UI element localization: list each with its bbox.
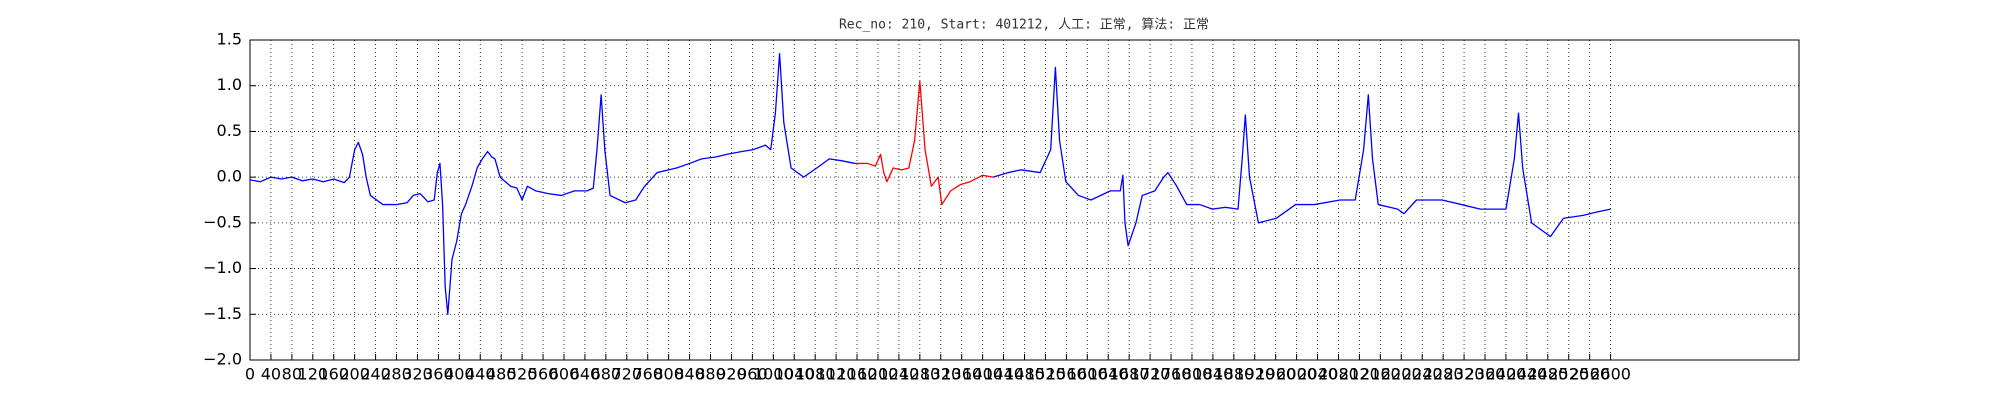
x-tick-label: 2000 [1276,365,1317,384]
x-tick-label: 560 [528,365,559,384]
x-tick-label: 800 [653,365,684,384]
x-tick-label: 2040 [1297,365,1338,384]
x-tick-label: 1800 [1172,365,1213,384]
x-tick-label: 2600 [1590,365,1631,384]
x-tick-label: 280 [381,365,412,384]
x-tick-label: 920 [716,365,747,384]
x-tick-label: 1960 [1255,365,1296,384]
x-tick-label: 320 [402,365,433,384]
x-tick-label: 880 [695,365,726,384]
x-tick-label: 840 [674,365,705,384]
x-tick-label: 160 [318,365,349,384]
x-tick-label: 1880 [1213,365,1254,384]
x-tick-label: 2360 [1465,365,1506,384]
x-tick-label: 1200 [858,365,899,384]
x-tick-label: 1280 [899,365,940,384]
x-tick-label: 1400 [962,365,1003,384]
x-tick-label: 1240 [879,365,920,384]
x-tick-label: 2280 [1423,365,1464,384]
x-tick-label: 1840 [1193,365,1234,384]
x-tick-label: 1640 [1088,365,1129,384]
x-tick-label: 2160 [1360,365,1401,384]
y-tick-label: −2.0 [203,350,242,369]
x-tick-label: 1520 [1025,365,1066,384]
x-tick-label: 1040 [774,365,815,384]
x-tick-label: 1920 [1234,365,1275,384]
y-tick-label: −1.5 [203,304,242,323]
x-tick-label: 40 [261,365,281,384]
y-tick-label: 0.5 [217,121,242,140]
x-tick-label: 2520 [1548,365,1589,384]
signal-line [249,53,1611,315]
signal-line [854,80,994,206]
y-tick-label: −1.0 [203,258,242,277]
x-tick-label: 120 [298,365,329,384]
x-tick-label: 2240 [1402,365,1443,384]
x-tick-label: 1480 [1004,365,1045,384]
x-tick-label: 200 [339,365,370,384]
x-tick-label: 1320 [920,365,961,384]
x-tick-label: 440 [465,365,496,384]
x-tick-label: 1760 [1151,365,1192,384]
y-tick-label: −0.5 [203,212,242,231]
x-tick-label: 1600 [1067,365,1108,384]
x-tick-label: 2200 [1381,365,1422,384]
x-tick-label: 640 [570,365,601,384]
x-tick-label: 1080 [795,365,836,384]
x-tick-label: 2400 [1486,365,1527,384]
x-tick-label: 2480 [1527,365,1568,384]
x-tick-label: 1560 [1046,365,1087,384]
x-tick-label: 2560 [1569,365,1610,384]
x-tick-label: 1360 [941,365,982,384]
x-tick-label: 2320 [1444,365,1485,384]
y-tick-label: 1.5 [217,30,242,49]
y-tick-label: 1.0 [217,75,242,94]
x-tick-label: 760 [632,365,663,384]
x-tick-label: 2440 [1507,365,1548,384]
x-tick-label: 1000 [753,365,794,384]
x-tick-label: 600 [549,365,580,384]
y-tick-label: 0.0 [217,167,242,186]
x-tick-label: 720 [612,365,643,384]
x-tick-label: 1720 [1130,365,1171,384]
x-tick-label: 1680 [1109,365,1150,384]
x-tick-label: 0 [245,365,255,384]
x-tick-label: 680 [591,365,622,384]
chart-title: Rec_no: 210, Start: 401212, 人工: 正常, 算法: … [839,18,1209,33]
x-tick-label: 240 [360,365,391,384]
x-tick-label: 2080 [1318,365,1359,384]
x-tick-label: 2120 [1339,365,1380,384]
x-tick-label: 960 [737,365,768,384]
x-tick-label: 480 [486,365,517,384]
x-tick-label: 1120 [816,365,857,384]
x-tick-label: 1440 [983,365,1024,384]
x-tick-label: 80 [282,365,302,384]
x-tick-label: 360 [423,365,454,384]
x-tick-label: 400 [444,365,475,384]
x-tick-label: 1160 [837,365,878,384]
x-tick-label: 520 [507,365,538,384]
